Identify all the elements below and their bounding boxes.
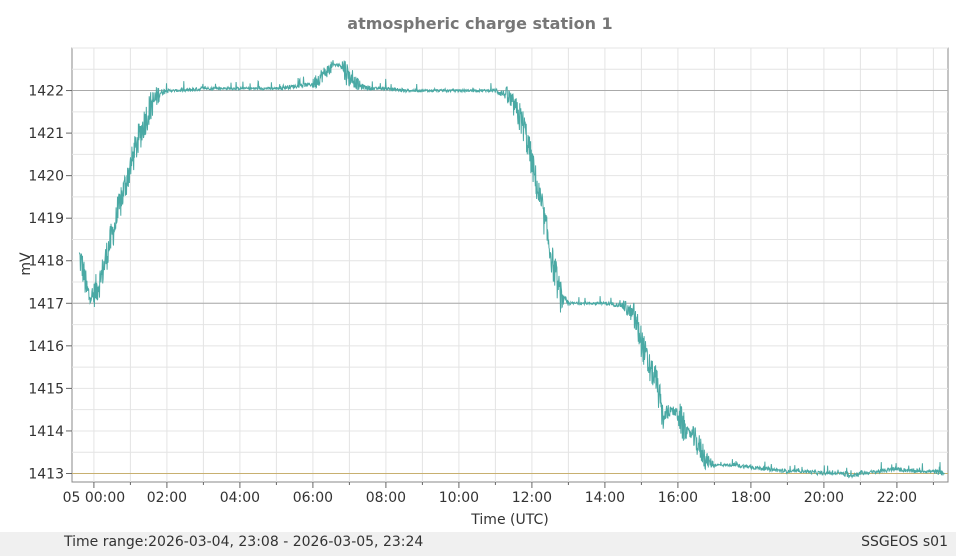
x-axis: 05 00:00 02:00 04:00 06:00 08:00 10:00 12:00 14…	[63, 482, 934, 506]
x-tick-label: 04:00	[220, 490, 260, 506]
y-tick-label: 1419	[28, 211, 64, 227]
x-tick-label: 08:00	[366, 490, 406, 506]
y-axis: 1413 1414 1415 1416 1417 1418 1419 1420 1421 1422	[28, 84, 72, 482]
chart-title: atmospheric charge station 1	[347, 14, 612, 33]
x-tick-label: 12:00	[512, 490, 552, 506]
y-tick-label: 1421	[28, 126, 64, 142]
x-tick-label: 20:00	[804, 490, 844, 506]
y-axis-label: mV	[18, 252, 34, 276]
series-layer	[78, 60, 945, 479]
y-tick-label: 1417	[28, 296, 64, 312]
station-id-text: SSGEOS s01	[861, 534, 948, 550]
x-tick-label: 02:00	[147, 490, 187, 506]
y-tick-label: 1422	[28, 84, 64, 100]
y-tick-label: 1418	[28, 254, 64, 270]
x-tick-label: 22:00	[877, 490, 917, 506]
x-tick-label: 10:00	[439, 490, 479, 506]
y-tick-label: 1413	[28, 466, 64, 482]
x-tick-label: 14:00	[585, 490, 625, 506]
x-tick-label: 18:00	[731, 490, 771, 506]
grid-layer	[72, 47, 948, 482]
y-tick-label: 1420	[28, 169, 64, 185]
x-tick-label: 16:00	[658, 490, 698, 506]
y-tick-label: 1414	[28, 424, 64, 440]
series-line	[78, 60, 945, 479]
time-range-text: Time range:2026-03-04, 23:08 - 2026-03-0…	[64, 534, 424, 550]
y-tick-label: 1415	[28, 381, 64, 397]
x-axis-label: Time (UTC)	[470, 512, 548, 528]
x-tick-label: 06:00	[293, 490, 333, 506]
reference-lines	[72, 90, 948, 474]
line-chart: atmospheric charge station 1 14131414141…	[0, 0, 956, 532]
x-tick-label: 05 00:00	[63, 490, 126, 506]
y-tick-label: 1416	[28, 339, 64, 355]
